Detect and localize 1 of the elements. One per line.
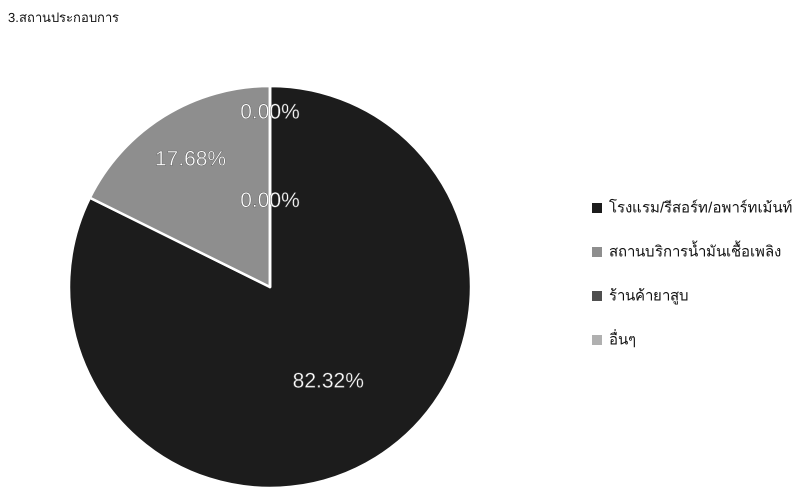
title: 3.สถานประกอบการ bbox=[8, 10, 119, 25]
